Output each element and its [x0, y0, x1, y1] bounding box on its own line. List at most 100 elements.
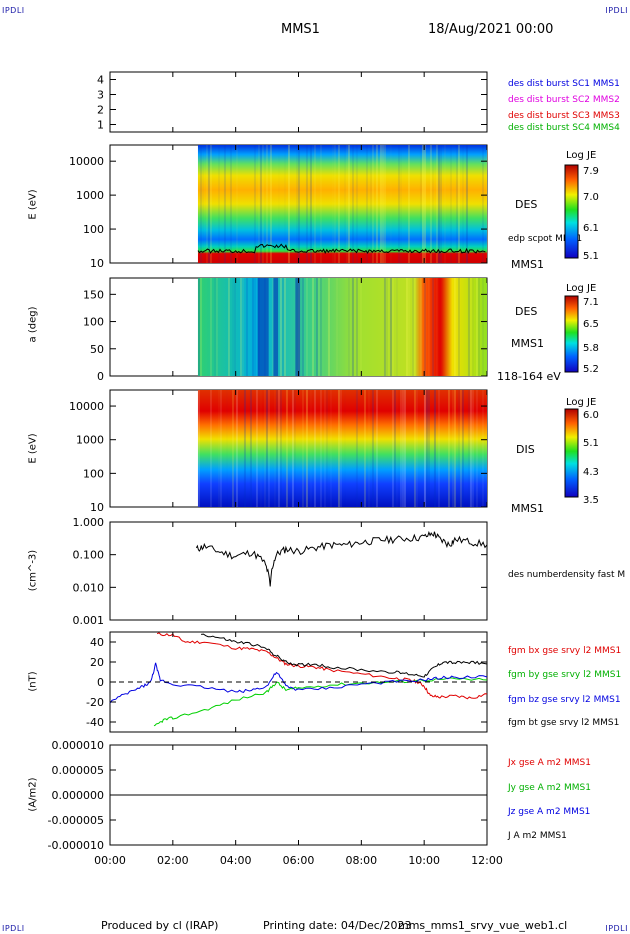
heat-stripe — [305, 278, 308, 376]
heat-stripe — [433, 390, 436, 507]
heat-stripe — [457, 145, 460, 263]
footer-print-date: Printing date: 04/Dec/2023 — [263, 919, 412, 932]
heat-stripe — [337, 145, 340, 263]
ytick-label: 0.010 — [73, 581, 105, 594]
ytick-label: 100 — [83, 223, 104, 236]
heat-stripe — [461, 145, 464, 263]
heat-stripe — [457, 390, 460, 507]
pitch-band — [295, 278, 301, 376]
series-fgm-3 — [201, 633, 488, 678]
heat-stripe — [469, 390, 472, 507]
xtick-label: 00:00 — [94, 854, 126, 867]
heat-stripe — [278, 145, 280, 263]
xtick-label: 04:00 — [220, 854, 252, 867]
heat-stripe — [371, 145, 374, 263]
ytick-label: -40 — [86, 716, 104, 729]
heat-stripe — [375, 145, 378, 263]
heat-stripe — [351, 278, 354, 376]
heat-stripe — [435, 145, 438, 263]
inst-label-des2: DES — [515, 305, 538, 318]
heat-stripe — [345, 145, 348, 263]
heat-stripe — [312, 145, 314, 263]
ytick-label: 100 — [83, 467, 104, 480]
heat-stripe — [231, 278, 234, 376]
heat-stripe — [285, 390, 288, 507]
heat-stripe — [333, 145, 336, 263]
heat-stripe — [347, 278, 350, 376]
cbar1-tick-0: 7.9 — [583, 166, 599, 177]
heat-stripe — [367, 390, 370, 507]
heat-stripe — [459, 390, 462, 507]
heat-stripe — [381, 145, 384, 263]
heat-stripe — [411, 278, 414, 376]
heat-stripe — [299, 278, 302, 376]
heat-stripe — [235, 145, 238, 263]
heat-stripe — [209, 278, 212, 376]
ytick-label: 1.000 — [73, 516, 105, 529]
heat-stripe — [275, 390, 278, 507]
legend-bx: fgm bx gse srvy l2 MMS1 — [508, 646, 622, 656]
heat-stripe — [431, 278, 434, 376]
heat-stripe — [485, 145, 488, 263]
heat-stripe — [205, 145, 208, 263]
heat-stripe — [199, 145, 202, 263]
heat-stripe — [255, 390, 258, 507]
heat-stripe — [199, 278, 202, 376]
heat-stripe — [271, 278, 274, 376]
heat-stripe — [387, 278, 390, 376]
colorbar-des-pitch — [564, 295, 579, 373]
colorbar-dis-energy — [564, 408, 579, 498]
heat-stripe — [274, 390, 276, 507]
heat-stripe — [365, 145, 368, 263]
heat-stripe — [465, 145, 468, 263]
heat-stripe — [265, 145, 268, 263]
corner-label-tl: IPDLI — [2, 6, 25, 15]
heat-stripe — [471, 390, 474, 507]
heat-stripe — [202, 145, 204, 263]
mission-title: MMS1 — [281, 22, 320, 37]
legend-sc1: des dist burst SC1 MMS1 — [508, 79, 620, 89]
heat-stripe — [469, 278, 472, 376]
heat-stripe — [471, 278, 474, 376]
ytick-label: 0 — [97, 676, 104, 689]
heat-stripe — [396, 390, 398, 507]
heat-stripe — [439, 145, 442, 263]
xtick-label: 12:00 — [471, 854, 503, 867]
panel-frame-0 — [109, 71, 488, 133]
ytick-label: 0 — [97, 370, 104, 383]
heat-stripe — [253, 278, 256, 376]
heat-stripe — [369, 145, 372, 263]
heat-stripe — [243, 390, 246, 507]
cbar2-tick-3: 5.2 — [583, 364, 599, 375]
series-density-0 — [195, 530, 488, 587]
heat-stripe — [217, 390, 220, 507]
heat-stripe — [235, 390, 238, 507]
heat-stripe — [335, 278, 338, 376]
heat-stripe — [327, 278, 330, 376]
heat-stripe — [291, 390, 294, 507]
sc-label-des1: MMS1 — [511, 258, 544, 271]
heat-stripe — [344, 390, 346, 507]
xtick-label: 08:00 — [345, 854, 377, 867]
date-title: 18/Aug/2021 00:00 — [428, 22, 554, 37]
heat-stripe — [339, 390, 342, 507]
heat-stripe — [467, 278, 470, 376]
heat-stripe — [239, 278, 242, 376]
heatmap-des-energy — [197, 145, 487, 263]
heat-stripe — [249, 390, 252, 507]
ytick-label: 50 — [90, 343, 104, 356]
cbar1-tick-3: 5.1 — [583, 251, 599, 262]
sc-label-des2: MMS1 — [511, 337, 544, 350]
legend-jy: Jy gse A m2 MMS1 — [508, 783, 591, 793]
heat-stripe — [419, 145, 422, 263]
inst-label-des1: DES — [515, 198, 538, 211]
heat-stripe — [209, 145, 212, 263]
heat-stripe — [423, 278, 426, 376]
sc-label-dis: MMS1 — [511, 502, 544, 515]
heat-stripe — [355, 145, 358, 263]
heat-stripe — [413, 278, 416, 376]
heat-stripe — [481, 145, 484, 263]
cbar1-tick-2: 6.1 — [583, 223, 599, 234]
cbar3-tick-3: 3.5 — [583, 495, 599, 506]
heat-stripe — [421, 145, 424, 263]
